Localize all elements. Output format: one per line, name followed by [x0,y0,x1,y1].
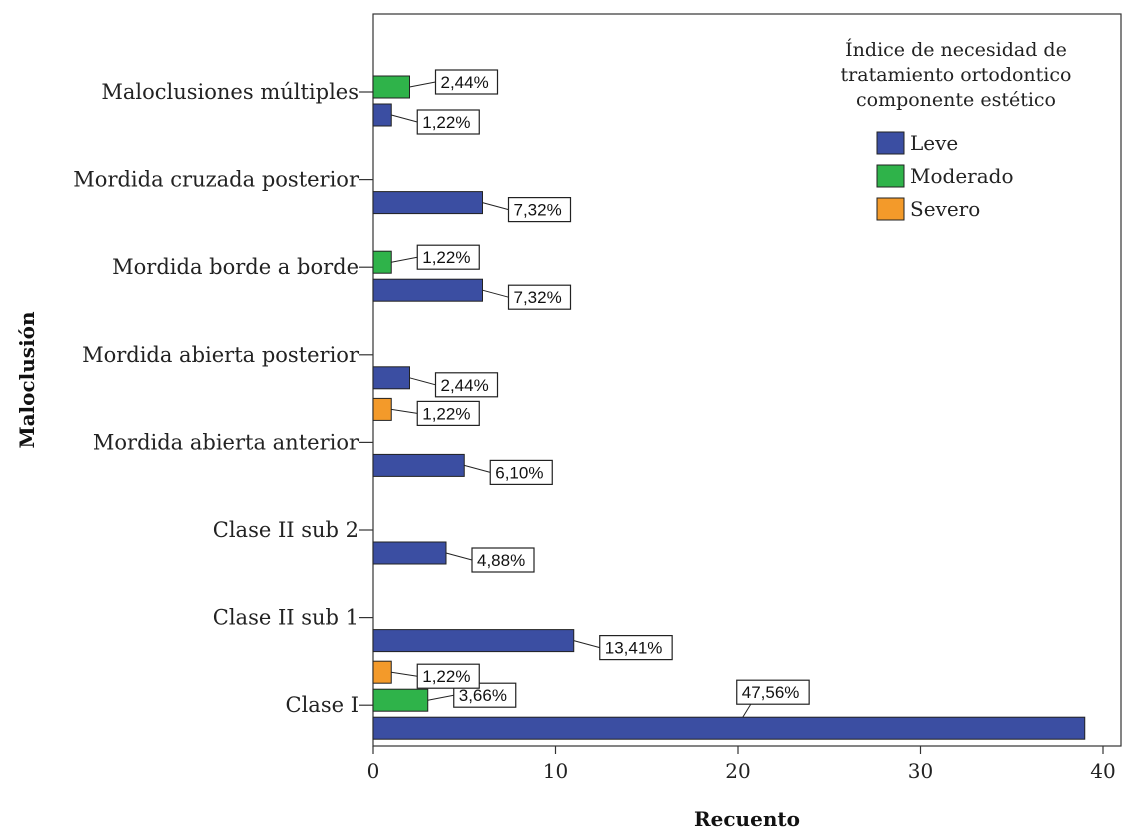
data-label-box [736,679,810,705]
bar-leve [372,629,575,653]
data-label-box [434,69,499,95]
data-label-leader [464,464,491,473]
legend-swatch-severo [876,197,905,221]
x-axis-title: Recuento [694,807,800,830]
data-label-box [416,109,480,135]
data-label-leader [445,552,473,561]
data-label: 2,44% [441,376,489,395]
legend-title: tratamiento ortodontico [841,64,1072,86]
category-label: Mordida cruzada posterior [73,168,360,192]
category-label: Mordida borde a borde [112,255,359,279]
data-label-box [599,634,673,661]
data-label-leader [409,81,436,88]
bar-moderado [372,75,410,99]
bar-severo [372,660,392,684]
data-label-leader [573,640,600,649]
legend-swatch-leve [876,131,905,155]
x-tick-label: 0 [367,759,380,783]
data-label-box [471,547,535,573]
x-tick-label: 30 [908,759,933,783]
data-label: 1,22% [422,113,470,132]
category-label: Mordida abierta anterior [93,430,360,454]
x-tick-label: 40 [1090,759,1115,783]
bar-severo [372,397,392,421]
data-label: 7,32% [514,288,562,307]
legend-label: Leve [910,131,958,155]
data-label: 4,88% [477,551,525,570]
x-tick-label: 10 [543,759,568,783]
data-label-leader [482,202,509,211]
bar-leve [372,716,1086,740]
data-label-box [416,400,480,426]
data-label-leader [391,671,418,677]
data-label-leader [391,408,418,414]
data-label-box [507,197,572,223]
y-axis-title: Maloclusión [15,311,39,449]
data-label: 2,44% [441,73,489,92]
bar-leve [372,191,483,215]
data-label-box [434,372,499,398]
data-label-box [489,459,553,485]
bar-leve [372,366,410,390]
data-label-leader [427,694,454,701]
data-label-leader [742,703,752,718]
data-label: 7,32% [514,201,562,220]
chart-marks: 0 10 20 30 40 Maloclusiones múltiples 1,22% 2,4… [73,69,1116,783]
legend-title: componente estético [856,89,1056,111]
bar-leve [372,453,465,477]
category-label: Clase II sub 2 [213,518,359,542]
data-label: 1,22% [422,404,470,423]
legend-swatch-moderado [876,164,905,188]
x-tick-label: 20 [725,759,750,783]
bar-moderado [372,688,429,712]
bar-moderado [372,250,392,274]
legend-title: Índice de necesidad de [845,38,1067,61]
data-label-box [453,682,517,708]
legend-label: Moderado [910,164,1014,188]
data-label-leader [391,114,418,123]
bar-leve [372,278,483,302]
bar-leve [372,103,392,127]
data-label: 13,41% [605,639,663,658]
data-label: 3,66% [459,686,507,705]
data-label: 47,56% [742,683,800,702]
category-label: Mordida abierta posterior [82,343,360,367]
category-label: Maloclusiones múltiples [101,80,359,104]
category-label: Clase II sub 1 [213,606,359,630]
data-label-leader [409,377,436,386]
legend-label: Severo [910,197,980,221]
data-label-box [416,663,480,689]
category-label: Clase I [286,693,359,717]
data-label-leader [391,256,418,263]
data-label-box [416,244,480,270]
data-label: 1,22% [422,248,470,267]
data-label-box [507,284,572,310]
data-label: 1,22% [422,667,470,686]
data-label-leader [482,289,509,298]
legend: Índice de necesidad de tratamiento ortodo… [841,38,1072,221]
bar-leve [372,541,447,565]
data-label: 6,10% [495,463,543,482]
